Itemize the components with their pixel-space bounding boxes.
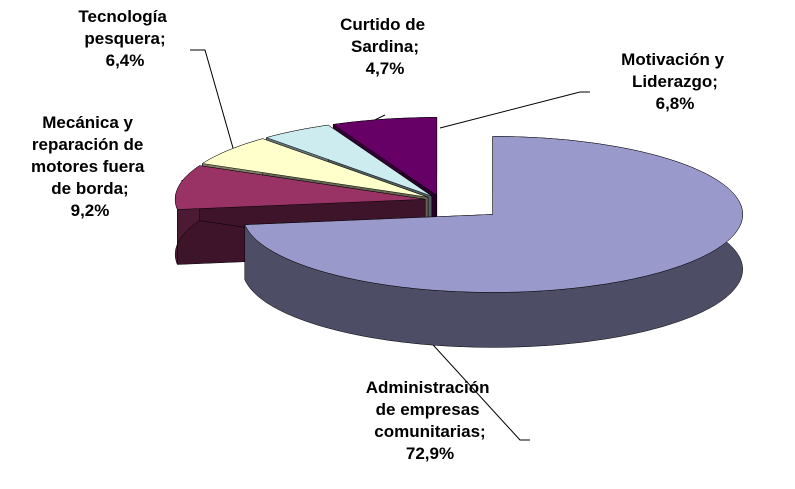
label-line: Motivación y: [621, 50, 729, 69]
label-line: Administración: [366, 378, 494, 397]
label-line: reparación de: [32, 135, 148, 154]
value-label: 4,7%: [366, 59, 405, 78]
category-label: Motivación y Liderazgo;: [621, 50, 729, 91]
label-line: Curtido de: [340, 15, 430, 34]
leader-line: [190, 49, 236, 156]
label-line: Liderazgo;: [632, 72, 718, 91]
category-label: Curtido de Sardina;: [340, 15, 430, 56]
slice: [201, 138, 429, 198]
category-label: Mecánica y reparación de motores fuera d…: [31, 113, 149, 198]
category-label: Administración de empresas comunitarias;: [366, 378, 494, 441]
slice: [332, 117, 438, 196]
value-label: 72,9%: [406, 444, 454, 463]
label-line: Mecánica y: [42, 113, 137, 132]
slice: [174, 165, 426, 210]
label-line: comunitarias;: [374, 422, 485, 441]
value-label: 6,4%: [106, 51, 145, 70]
label-line: motores fuera: [31, 157, 149, 176]
slice: [265, 124, 432, 197]
label-line: de borda;: [51, 179, 128, 198]
label-line: Tecnología: [78, 7, 171, 26]
label-line: de empresas: [376, 400, 485, 419]
value-label: 9,2%: [71, 201, 110, 220]
value-label: 6,8%: [656, 94, 695, 113]
slice: [244, 136, 743, 293]
label-line: Sardina;: [351, 37, 419, 56]
category-label: Tecnología pesquera;: [78, 7, 171, 48]
label-line: pesquera;: [84, 29, 165, 48]
leader-line: [439, 91, 590, 129]
